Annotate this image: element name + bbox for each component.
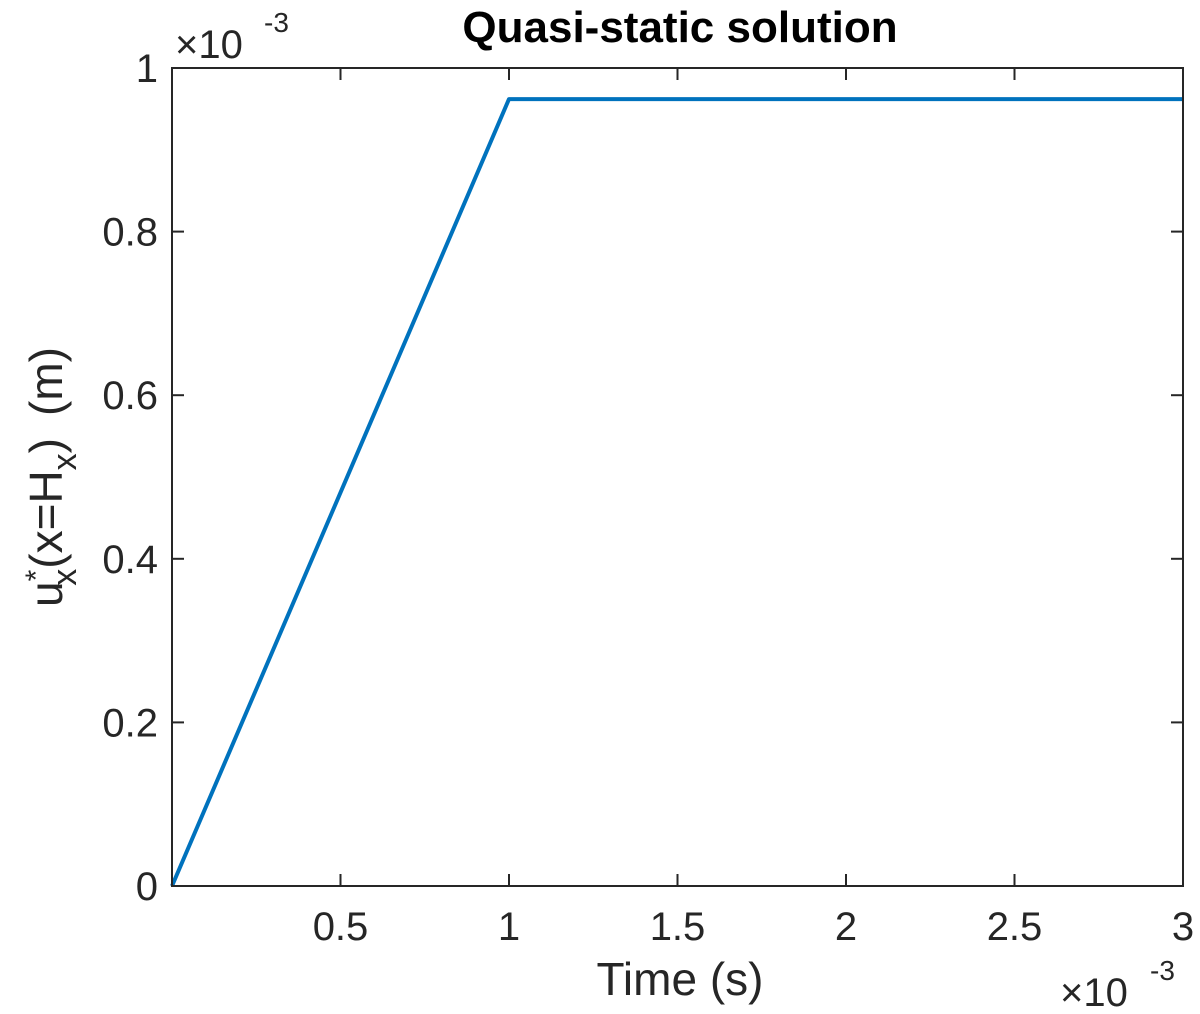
svg-text:u*x(x=Hx)(m): u*x(x=Hx)(m) xyxy=(20,347,84,607)
y-label-inner: (x=H xyxy=(20,470,72,568)
y-label-unit: (m) xyxy=(20,347,72,416)
x-exponent-prefix: ×10 xyxy=(1060,971,1128,1014)
y-exponent-prefix: ×10 xyxy=(175,23,243,67)
x-exponent-power: -3 xyxy=(1150,955,1175,986)
series-layer xyxy=(170,97,1183,887)
y-label-base: u xyxy=(20,581,72,607)
x-tick-label: 0.5 xyxy=(313,905,369,949)
tick-labels-layer: 0.5 1 1.5 2 2.5 3 0 0.2 0.4 0.6 0.8 1 xyxy=(102,47,1194,949)
y-label-inner-close: ) xyxy=(20,438,72,453)
x-tick-label: 3 xyxy=(1172,905,1194,949)
x-exponent: ×10 -3 xyxy=(1060,955,1175,1014)
y-tick-label: 0.8 xyxy=(102,211,158,255)
y-tick-label: 0 xyxy=(136,865,158,909)
plot-area xyxy=(172,68,1183,886)
y-label-subscript: x xyxy=(46,569,84,586)
y-exponent: ×10 -3 xyxy=(175,7,289,67)
x-tick-label: 2 xyxy=(835,905,857,949)
y-tick-label: 0.2 xyxy=(102,701,158,745)
y-exponent-power: -3 xyxy=(264,7,289,38)
series-line-0 xyxy=(170,97,1183,887)
x-axis-label: Time (s) xyxy=(597,953,764,1005)
y-tick-label: 1 xyxy=(136,47,158,91)
y-label-inner-subscript: x xyxy=(46,453,84,470)
x-tick-label: 1 xyxy=(498,905,520,949)
y-tick-label: 0.6 xyxy=(102,374,158,418)
y-tick-label: 0.4 xyxy=(102,538,158,582)
y-axis-label: u*x(x=Hx)(m) xyxy=(20,347,84,607)
chart-title: Quasi-static solution xyxy=(462,3,897,52)
x-tick-label: 1.5 xyxy=(650,905,706,949)
y-label-superscript: * xyxy=(20,569,53,581)
ticks-layer xyxy=(172,67,1184,887)
x-tick-label: 2.5 xyxy=(987,905,1043,949)
